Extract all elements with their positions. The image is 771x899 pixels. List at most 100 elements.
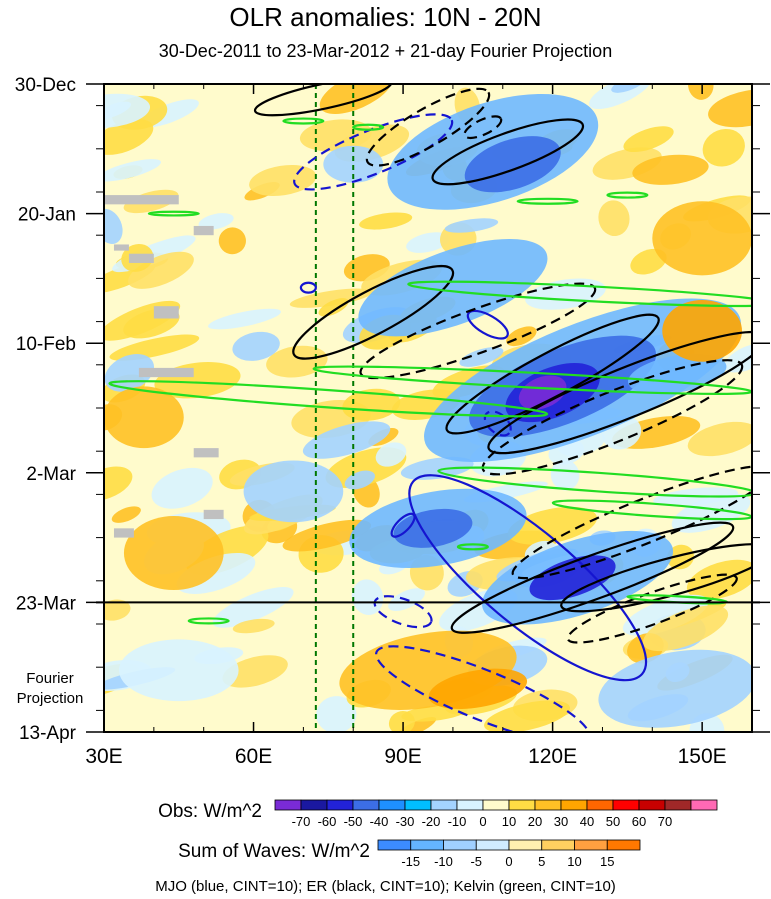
waves-colorbar: -15 -10 -5 0 5 10 15 Sum of Waves: W/m^2 [178, 839, 641, 869]
colorbar-level-label: 0 [479, 814, 486, 829]
colorbar-swatch [541, 839, 575, 851]
olr-anomaly-field [104, 84, 752, 732]
missing-data-cell [113, 528, 134, 538]
colorbar-level-label: 50 [606, 814, 620, 829]
colorbar-swatch [300, 799, 328, 811]
anomaly-blob [104, 599, 131, 621]
contour-legend-note: MJO (blue, CINT=10); ER (black, CINT=10)… [155, 878, 616, 895]
colorbar-swatch [612, 799, 640, 811]
anomaly-blob [104, 208, 123, 244]
anomaly-blob [318, 298, 349, 317]
colorbar-level-label: -50 [344, 814, 363, 829]
anomaly-blob [375, 442, 407, 467]
anomaly-blob [459, 347, 504, 367]
mjo-contour [299, 281, 317, 294]
y-tick-label: 13-Apr [19, 723, 77, 744]
convective-anomaly [529, 555, 616, 601]
obs-colorbar: -70 -60 -50 -40 -30 -20 -10 0 10 20 30 40 50 60 70 Obs:… [158, 799, 718, 829]
missing-data-cell [153, 306, 179, 319]
er-contour [359, 282, 597, 380]
anomaly-blob [302, 421, 391, 459]
anomaly-blob [388, 710, 415, 732]
missing-data-cell [203, 509, 224, 520]
er-contour [487, 330, 752, 455]
colorbar-swatch [326, 799, 354, 811]
axes: 30E 60E 90E 120E 150E 30-Dec 20-Jan 10-Feb 2-Mar… [15, 75, 770, 768]
er-contour [292, 265, 455, 360]
anomaly-blob [598, 200, 630, 237]
kelvin-contour [437, 466, 752, 498]
anomaly-blob [319, 84, 393, 114]
colorbar-swatch [560, 799, 588, 811]
anomaly-blob [316, 696, 357, 732]
colorbar-title: Sum of Waves: W/m^2 [178, 841, 370, 862]
er-contour [450, 521, 735, 634]
colorbar-level-label: -20 [422, 814, 441, 829]
anomaly-blob [212, 587, 294, 628]
anomaly-blob [222, 655, 288, 688]
chart-title: OLR anomalies: 10N - 20N [229, 2, 542, 32]
kelvin-contour [108, 380, 549, 418]
anomaly-blob [232, 618, 275, 634]
projection-label-line1: Fourier [26, 670, 74, 687]
y-tick-label: 23-Mar [16, 593, 77, 614]
mjo-contour [408, 474, 648, 682]
anomaly-blob [359, 212, 413, 230]
er-contour [463, 115, 503, 140]
colorbar-level-label: -10 [434, 854, 453, 869]
chart-subtitle: 30-Dec-2011 to 23-Mar-2012 + 21-day Four… [158, 41, 613, 61]
convective-anomaly [323, 145, 384, 183]
missing-data-cell [104, 195, 179, 205]
y-tick-label: 10-Feb [16, 334, 76, 355]
kelvin-contour [407, 280, 752, 308]
missing-data-cell [193, 225, 214, 236]
colorbar-level-label: -40 [370, 814, 389, 829]
colorbar-swatch [456, 799, 484, 811]
anomaly-blob [630, 248, 667, 275]
suppressed-anomaly [123, 516, 224, 591]
convective-anomaly [598, 649, 752, 728]
mjo-contour [375, 645, 591, 732]
colorbar-swatch [574, 839, 608, 851]
anomaly-blob [208, 308, 281, 330]
colorbar-level-label: 15 [600, 854, 614, 869]
anomaly-blob [622, 594, 709, 636]
colorbar-level-label: -60 [318, 814, 337, 829]
colorbar-level-label: 40 [580, 814, 594, 829]
anomaly-blob [218, 227, 246, 255]
colorbar-level-label: 10 [502, 814, 516, 829]
colorbar-swatch [664, 799, 692, 811]
convective-anomaly [118, 639, 239, 702]
anomaly-blob [128, 251, 194, 289]
anomaly-blob [394, 716, 437, 732]
missing-data-cell [193, 448, 219, 458]
er-contour [431, 118, 585, 186]
anomaly-blob [111, 506, 141, 523]
convective-anomaly [518, 375, 567, 410]
fourier-projection-label: Fourier Projection [10, 669, 90, 709]
kelvin-contour [456, 543, 489, 551]
kelvin-contour [147, 210, 200, 217]
anomaly-blob [198, 213, 234, 230]
colorbar-swatch [508, 799, 536, 811]
colorbar-level-label: 60 [632, 814, 646, 829]
x-tick-label: 90E [384, 745, 421, 768]
colorbar-swatch [638, 799, 666, 811]
colorbar-swatch [534, 799, 562, 811]
suppressed-anomaly [652, 201, 752, 276]
missing-data-cell [113, 244, 129, 251]
anomaly-blob [702, 128, 745, 167]
colorbar-swatch [404, 799, 432, 811]
mjo-contour [293, 113, 454, 191]
anomaly-blob [104, 466, 133, 501]
suppressed-anomaly [104, 386, 184, 449]
kelvin-contour [187, 617, 230, 625]
anomaly-blob [632, 154, 709, 185]
colorbar-level-label: -70 [292, 814, 311, 829]
convective-anomaly [243, 460, 344, 523]
anomaly-blob [151, 467, 213, 509]
anomaly-blob [666, 544, 695, 570]
anomaly-blob [643, 605, 729, 652]
colorbar-level-label: 5 [538, 854, 545, 869]
